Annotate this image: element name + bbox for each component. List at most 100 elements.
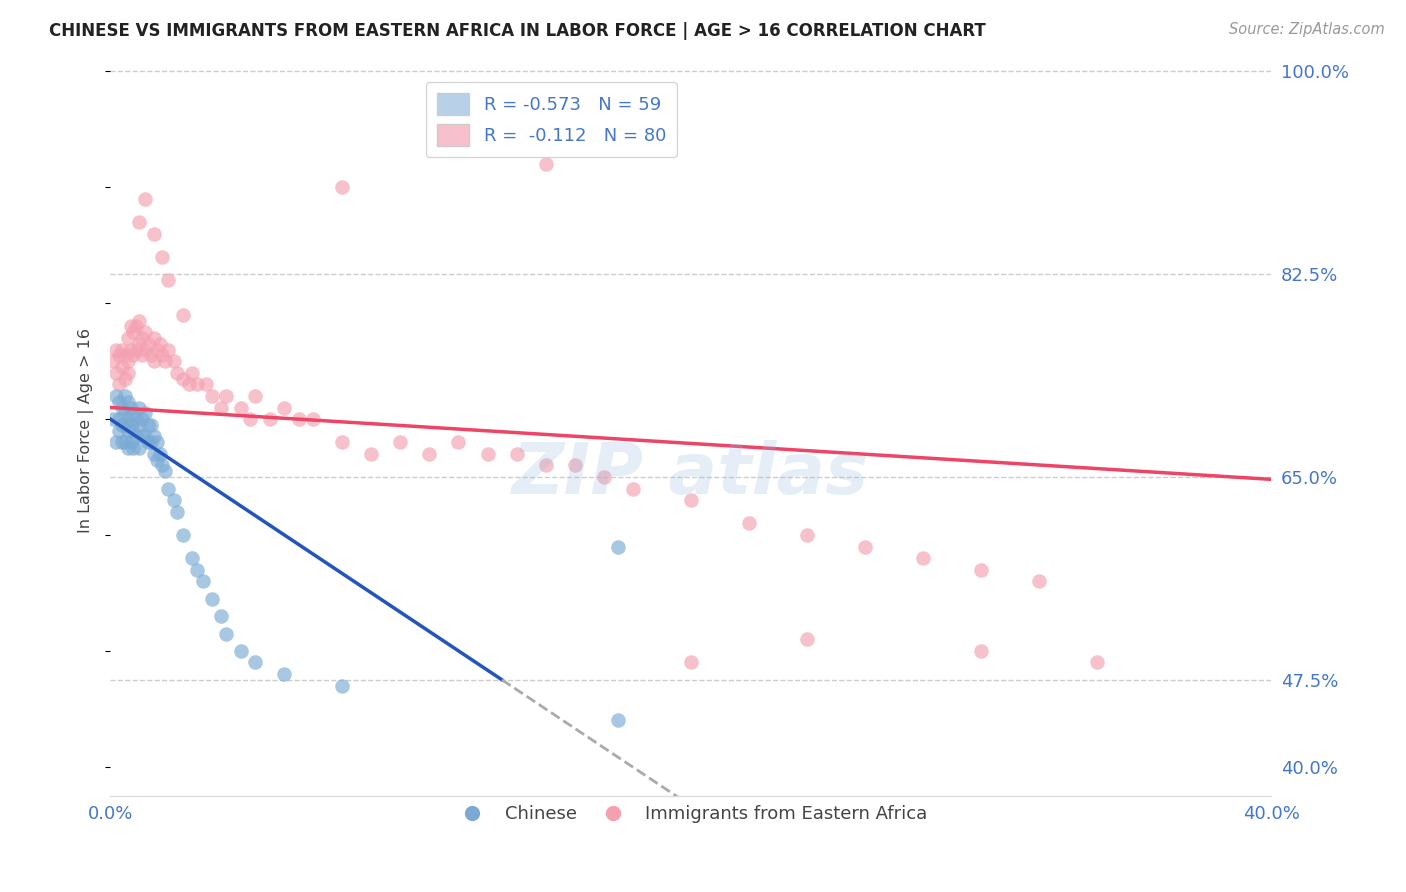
Point — [1028, 574, 1050, 589]
Point — [332, 679, 354, 693]
Point — [131, 412, 153, 426]
Point — [108, 348, 131, 362]
Point — [180, 551, 202, 566]
Point — [157, 343, 180, 357]
Point — [142, 331, 165, 345]
Point — [166, 505, 188, 519]
Point — [163, 354, 186, 368]
Point — [163, 493, 186, 508]
Point — [534, 157, 557, 171]
Point — [679, 656, 702, 670]
Point — [505, 447, 527, 461]
Point — [134, 343, 156, 357]
Point — [186, 563, 208, 577]
Point — [332, 180, 354, 194]
Point — [157, 273, 180, 287]
Point — [148, 336, 170, 351]
Point — [592, 470, 614, 484]
Point — [139, 417, 162, 432]
Point — [108, 394, 131, 409]
Point — [796, 632, 818, 647]
Point — [131, 331, 153, 345]
Point — [172, 371, 194, 385]
Point — [796, 528, 818, 542]
Point — [477, 447, 499, 461]
Point — [108, 377, 131, 392]
Point — [970, 563, 993, 577]
Point — [120, 417, 142, 432]
Point — [134, 325, 156, 339]
Point — [111, 435, 134, 450]
Point — [125, 343, 148, 357]
Point — [136, 417, 159, 432]
Point — [128, 401, 150, 415]
Point — [155, 354, 177, 368]
Point — [122, 348, 145, 362]
Point — [157, 482, 180, 496]
Point — [273, 667, 295, 681]
Point — [122, 325, 145, 339]
Point — [177, 377, 200, 392]
Point — [105, 389, 128, 403]
Point — [114, 371, 136, 385]
Point — [120, 435, 142, 450]
Point — [155, 464, 177, 478]
Point — [111, 417, 134, 432]
Point — [172, 308, 194, 322]
Point — [111, 359, 134, 374]
Point — [108, 424, 131, 438]
Point — [145, 343, 167, 357]
Point — [128, 313, 150, 327]
Point — [360, 447, 382, 461]
Point — [122, 424, 145, 438]
Point — [186, 377, 208, 392]
Point — [120, 401, 142, 415]
Point — [125, 319, 148, 334]
Point — [111, 401, 134, 415]
Point — [117, 394, 139, 409]
Point — [139, 348, 162, 362]
Point — [389, 435, 412, 450]
Point — [911, 551, 934, 566]
Legend: Chinese, Immigrants from Eastern Africa: Chinese, Immigrants from Eastern Africa — [447, 798, 935, 830]
Point — [229, 644, 252, 658]
Point — [332, 435, 354, 450]
Point — [105, 343, 128, 357]
Point — [120, 343, 142, 357]
Point — [117, 424, 139, 438]
Point — [108, 412, 131, 426]
Text: CHINESE VS IMMIGRANTS FROM EASTERN AFRICA IN LABOR FORCE | AGE > 16 CORRELATION : CHINESE VS IMMIGRANTS FROM EASTERN AFRIC… — [49, 22, 986, 40]
Point — [139, 435, 162, 450]
Point — [142, 429, 165, 443]
Point — [128, 441, 150, 455]
Point — [128, 215, 150, 229]
Point — [125, 412, 148, 426]
Point — [180, 366, 202, 380]
Point — [134, 192, 156, 206]
Point — [142, 354, 165, 368]
Point — [128, 417, 150, 432]
Point — [195, 377, 218, 392]
Point — [134, 406, 156, 420]
Point — [131, 429, 153, 443]
Point — [302, 412, 325, 426]
Point — [172, 528, 194, 542]
Point — [105, 366, 128, 380]
Point — [607, 540, 630, 554]
Point — [607, 714, 630, 728]
Point — [152, 458, 174, 473]
Point — [117, 366, 139, 380]
Point — [105, 435, 128, 450]
Point — [136, 336, 159, 351]
Point — [201, 591, 224, 606]
Point — [447, 435, 470, 450]
Text: ZIP atlas: ZIP atlas — [512, 440, 869, 509]
Point — [166, 366, 188, 380]
Point — [122, 406, 145, 420]
Point — [145, 452, 167, 467]
Point — [142, 447, 165, 461]
Point — [853, 540, 876, 554]
Point — [145, 435, 167, 450]
Point — [245, 389, 267, 403]
Point — [131, 348, 153, 362]
